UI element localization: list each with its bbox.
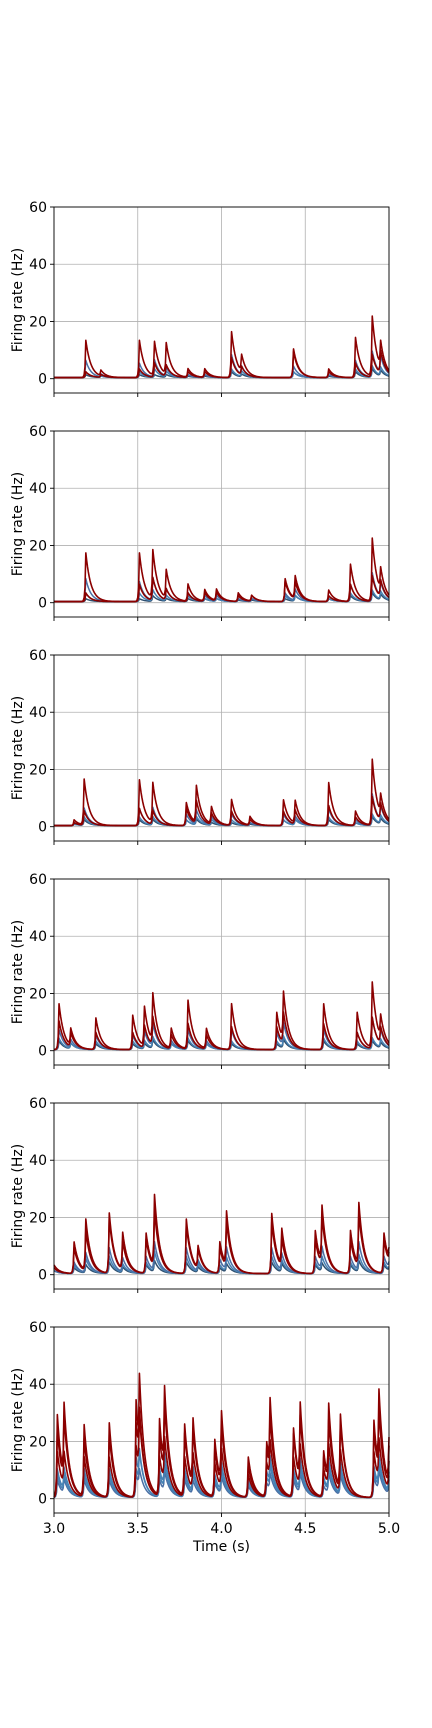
x-tick-label: 3.0 <box>43 1521 65 1537</box>
series-line-1 <box>53 981 390 1051</box>
panel-1: 0 20 40 60 Firing rate (Hz) <box>10 200 390 397</box>
y-tick-label: 0 <box>38 820 47 836</box>
y-axis-label: Firing rate (Hz) <box>10 1368 26 1472</box>
y-tick-label: 0 <box>38 1044 47 1060</box>
x-tick-label: 3.5 <box>127 1521 149 1537</box>
panel-2: 0 20 40 60 Firing rate (Hz) <box>10 424 390 621</box>
series-line-1 <box>53 1193 390 1275</box>
panel-5: 0 20 40 60 Firing rate (Hz) <box>10 1096 390 1293</box>
y-axis-label: Firing rate (Hz) <box>10 696 26 800</box>
panel-4: 0 20 40 60 Firing rate (Hz) <box>10 872 390 1069</box>
y-tick-label: 60 <box>29 200 47 216</box>
y-axis-label: Firing rate (Hz) <box>10 248 26 352</box>
y-axis-label: Firing rate (Hz) <box>10 472 26 576</box>
y-tick-label: 60 <box>29 1320 47 1336</box>
series-line-1 <box>54 758 390 827</box>
panel-6: 0 20 40 60 3.0 3.5 4.0 4.5 5.0 Firing rate (Hz) Ti… <box>10 1320 400 1555</box>
y-axis-label: Firing rate (Hz) <box>10 920 26 1024</box>
y-tick-label: 0 <box>38 372 47 388</box>
y-tick-label: 20 <box>29 314 47 330</box>
y-tick-label: 40 <box>29 705 47 721</box>
y-tick-label: 0 <box>38 596 47 612</box>
series-line-3 <box>53 1240 390 1275</box>
panels: 0 20 40 60 Firing rate (Hz) 0 20 40 60 Firing rat… <box>10 200 400 1555</box>
series-line-4 <box>53 1250 390 1275</box>
x-axis-label: Time (s) <box>192 1539 250 1555</box>
y-tick-label: 20 <box>29 538 47 554</box>
y-tick-label: 40 <box>29 257 47 273</box>
y-tick-label: 20 <box>29 762 47 778</box>
y-tick-label: 60 <box>29 872 47 888</box>
y-tick-label: 40 <box>29 1377 47 1393</box>
y-tick-label: 40 <box>29 481 47 497</box>
x-tick-label: 4.0 <box>210 1521 232 1537</box>
y-tick-label: 0 <box>38 1268 47 1284</box>
y-tick-label: 0 <box>38 1492 47 1508</box>
panel-3: 0 20 40 60 Firing rate (Hz) <box>10 648 390 845</box>
y-tick-label: 60 <box>29 424 47 440</box>
y-tick-label: 40 <box>29 929 47 945</box>
series-line-1 <box>54 315 390 379</box>
y-axis-label: Firing rate (Hz) <box>10 1144 26 1248</box>
y-tick-label: 40 <box>29 1153 47 1169</box>
y-tick-label: 20 <box>29 1434 47 1450</box>
x-tick-label: 5.0 <box>378 1521 400 1537</box>
y-tick-label: 20 <box>29 986 47 1002</box>
y-tick-label: 60 <box>29 648 47 664</box>
series-line-1 <box>54 537 390 603</box>
y-tick-label: 60 <box>29 1096 47 1112</box>
series-line-1 <box>53 1384 390 1499</box>
x-tick-label: 4.5 <box>294 1521 316 1537</box>
y-tick-label: 20 <box>29 1210 47 1226</box>
